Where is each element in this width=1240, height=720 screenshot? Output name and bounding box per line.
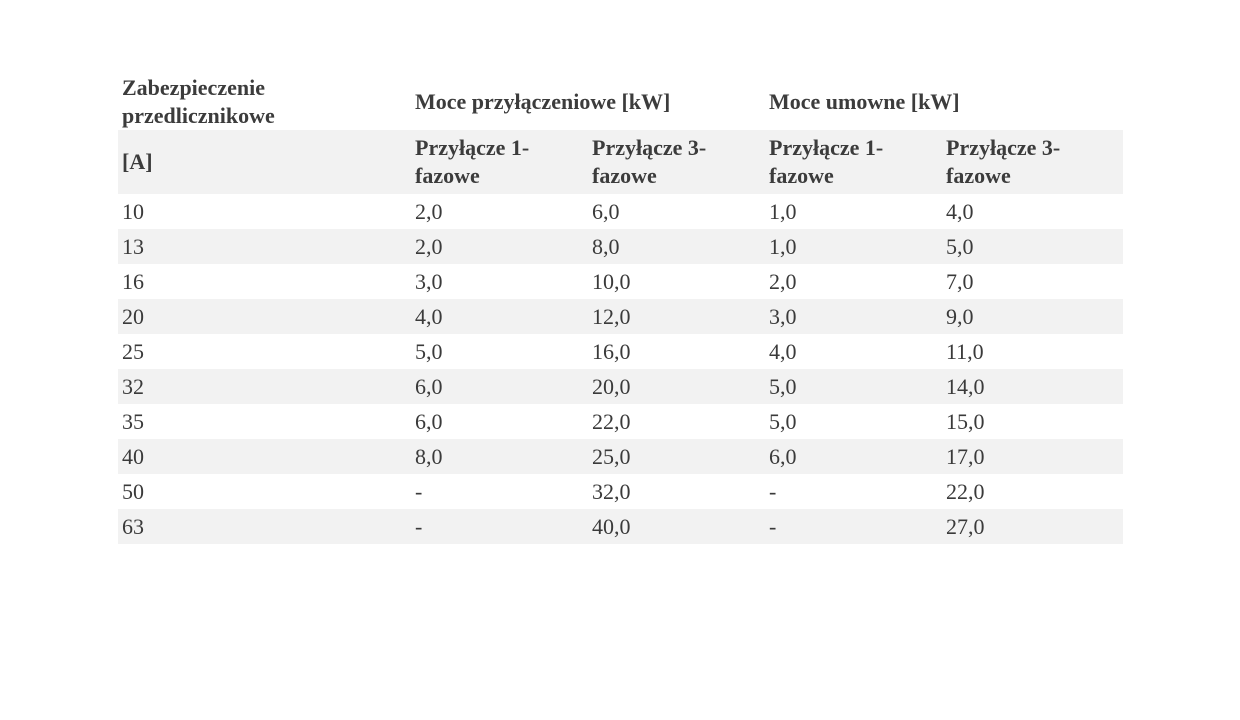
cell-contract-1phase: 3,0 bbox=[769, 303, 797, 329]
cell-conn-3phase: 22,0 bbox=[592, 408, 631, 434]
cell-fuse: 13 bbox=[122, 233, 144, 259]
header-fuse-line1: Zabezpieczenie bbox=[122, 75, 265, 100]
cell-conn-3phase: 25,0 bbox=[592, 443, 631, 469]
cell-fuse: 35 bbox=[122, 408, 144, 434]
header-fuse-line2: przedlicznikowe bbox=[122, 103, 275, 128]
cell-contract-1phase: 1,0 bbox=[769, 233, 797, 259]
cell-conn-1phase: 8,0 bbox=[415, 443, 443, 469]
cell-conn-1phase: 2,0 bbox=[415, 233, 443, 259]
header-conn-1phase: Przyłącze 1- fazowe bbox=[411, 134, 588, 190]
cell-contract-3phase: 14,0 bbox=[946, 373, 985, 399]
table-row: 40 8,0 25,0 6,0 17,0 bbox=[118, 439, 1123, 474]
header-text: fazowe bbox=[415, 163, 480, 188]
cell-contract-3phase: 17,0 bbox=[946, 443, 985, 469]
header-contract-3phase: Przyłącze 3- fazowe bbox=[942, 134, 1123, 190]
cell-conn-3phase: 12,0 bbox=[592, 303, 631, 329]
cell-contract-3phase: 11,0 bbox=[946, 338, 984, 364]
cell-conn-3phase: 16,0 bbox=[592, 338, 631, 364]
table-row: 16 3,0 10,0 2,0 7,0 bbox=[118, 264, 1123, 299]
cell-conn-1phase: - bbox=[415, 478, 423, 504]
table-row: 10 2,0 6,0 1,0 4,0 bbox=[118, 194, 1123, 229]
cell-fuse: 20 bbox=[122, 303, 144, 329]
cell-conn-1phase: 4,0 bbox=[415, 303, 443, 329]
cell-contract-3phase: 9,0 bbox=[946, 303, 974, 329]
table-row: 20 4,0 12,0 3,0 9,0 bbox=[118, 299, 1123, 334]
cell-contract-1phase: - bbox=[769, 513, 777, 539]
table-row: 25 5,0 16,0 4,0 11,0 bbox=[118, 334, 1123, 369]
power-table: Zabezpieczenie przedlicznikowe Moce przy… bbox=[118, 72, 1123, 544]
table-row: 32 6,0 20,0 5,0 14,0 bbox=[118, 369, 1123, 404]
header-text: Przyłącze 3- bbox=[592, 135, 707, 160]
header-row-groups: Zabezpieczenie przedlicznikowe Moce przy… bbox=[118, 72, 1123, 130]
cell-conn-1phase: 3,0 bbox=[415, 268, 443, 294]
header-text: fazowe bbox=[946, 163, 1011, 188]
cell-contract-1phase: 1,0 bbox=[769, 198, 797, 224]
cell-contract-3phase: 27,0 bbox=[946, 513, 985, 539]
table-row: 50 - 32,0 - 22,0 bbox=[118, 474, 1123, 509]
cell-fuse: 63 bbox=[122, 513, 144, 539]
cell-fuse: 10 bbox=[122, 198, 144, 224]
table-row: 63 - 40,0 - 27,0 bbox=[118, 509, 1123, 544]
cell-fuse: 25 bbox=[122, 338, 144, 364]
cell-conn-3phase: 6,0 bbox=[592, 198, 620, 224]
cell-fuse: 40 bbox=[122, 443, 144, 469]
cell-conn-1phase: 2,0 bbox=[415, 198, 443, 224]
cell-contract-3phase: 15,0 bbox=[946, 408, 985, 434]
cell-contract-1phase: - bbox=[769, 478, 777, 504]
cell-conn-3phase: 32,0 bbox=[592, 478, 631, 504]
cell-fuse: 32 bbox=[122, 373, 144, 399]
header-group-connection-power: Moce przyłączeniowe [kW] bbox=[415, 89, 671, 114]
cell-conn-1phase: 6,0 bbox=[415, 373, 443, 399]
cell-contract-3phase: 4,0 bbox=[946, 198, 974, 224]
cell-contract-1phase: 2,0 bbox=[769, 268, 797, 294]
header-fuse: Zabezpieczenie przedlicznikowe bbox=[118, 72, 411, 130]
header-text: Przyłącze 3- bbox=[946, 135, 1061, 160]
cell-contract-3phase: 22,0 bbox=[946, 478, 985, 504]
header-text: fazowe bbox=[592, 163, 657, 188]
header-unit: [A] bbox=[122, 149, 153, 174]
header-row-sub: [A] Przyłącze 1- fazowe Przyłącze 3- faz… bbox=[118, 130, 1123, 194]
header-text: Przyłącze 1- bbox=[769, 135, 884, 160]
cell-conn-1phase: - bbox=[415, 513, 423, 539]
header-group-contract-power: Moce umowne [kW] bbox=[769, 89, 960, 114]
cell-contract-3phase: 5,0 bbox=[946, 233, 974, 259]
header-text: Przyłącze 1- bbox=[415, 135, 530, 160]
cell-conn-3phase: 40,0 bbox=[592, 513, 631, 539]
cell-contract-3phase: 7,0 bbox=[946, 268, 974, 294]
cell-conn-1phase: 5,0 bbox=[415, 338, 443, 364]
cell-fuse: 16 bbox=[122, 268, 144, 294]
table-row: 35 6,0 22,0 5,0 15,0 bbox=[118, 404, 1123, 439]
cell-conn-3phase: 20,0 bbox=[592, 373, 631, 399]
cell-conn-1phase: 6,0 bbox=[415, 408, 443, 434]
table-row: 13 2,0 8,0 1,0 5,0 bbox=[118, 229, 1123, 264]
cell-conn-3phase: 10,0 bbox=[592, 268, 631, 294]
cell-fuse: 50 bbox=[122, 478, 144, 504]
header-conn-3phase: Przyłącze 3- fazowe bbox=[588, 134, 765, 190]
cell-contract-1phase: 5,0 bbox=[769, 408, 797, 434]
cell-contract-1phase: 4,0 bbox=[769, 338, 797, 364]
header-contract-1phase: Przyłącze 1- fazowe bbox=[765, 134, 942, 190]
header-text: fazowe bbox=[769, 163, 834, 188]
cell-contract-1phase: 6,0 bbox=[769, 443, 797, 469]
cell-contract-1phase: 5,0 bbox=[769, 373, 797, 399]
cell-conn-3phase: 8,0 bbox=[592, 233, 620, 259]
